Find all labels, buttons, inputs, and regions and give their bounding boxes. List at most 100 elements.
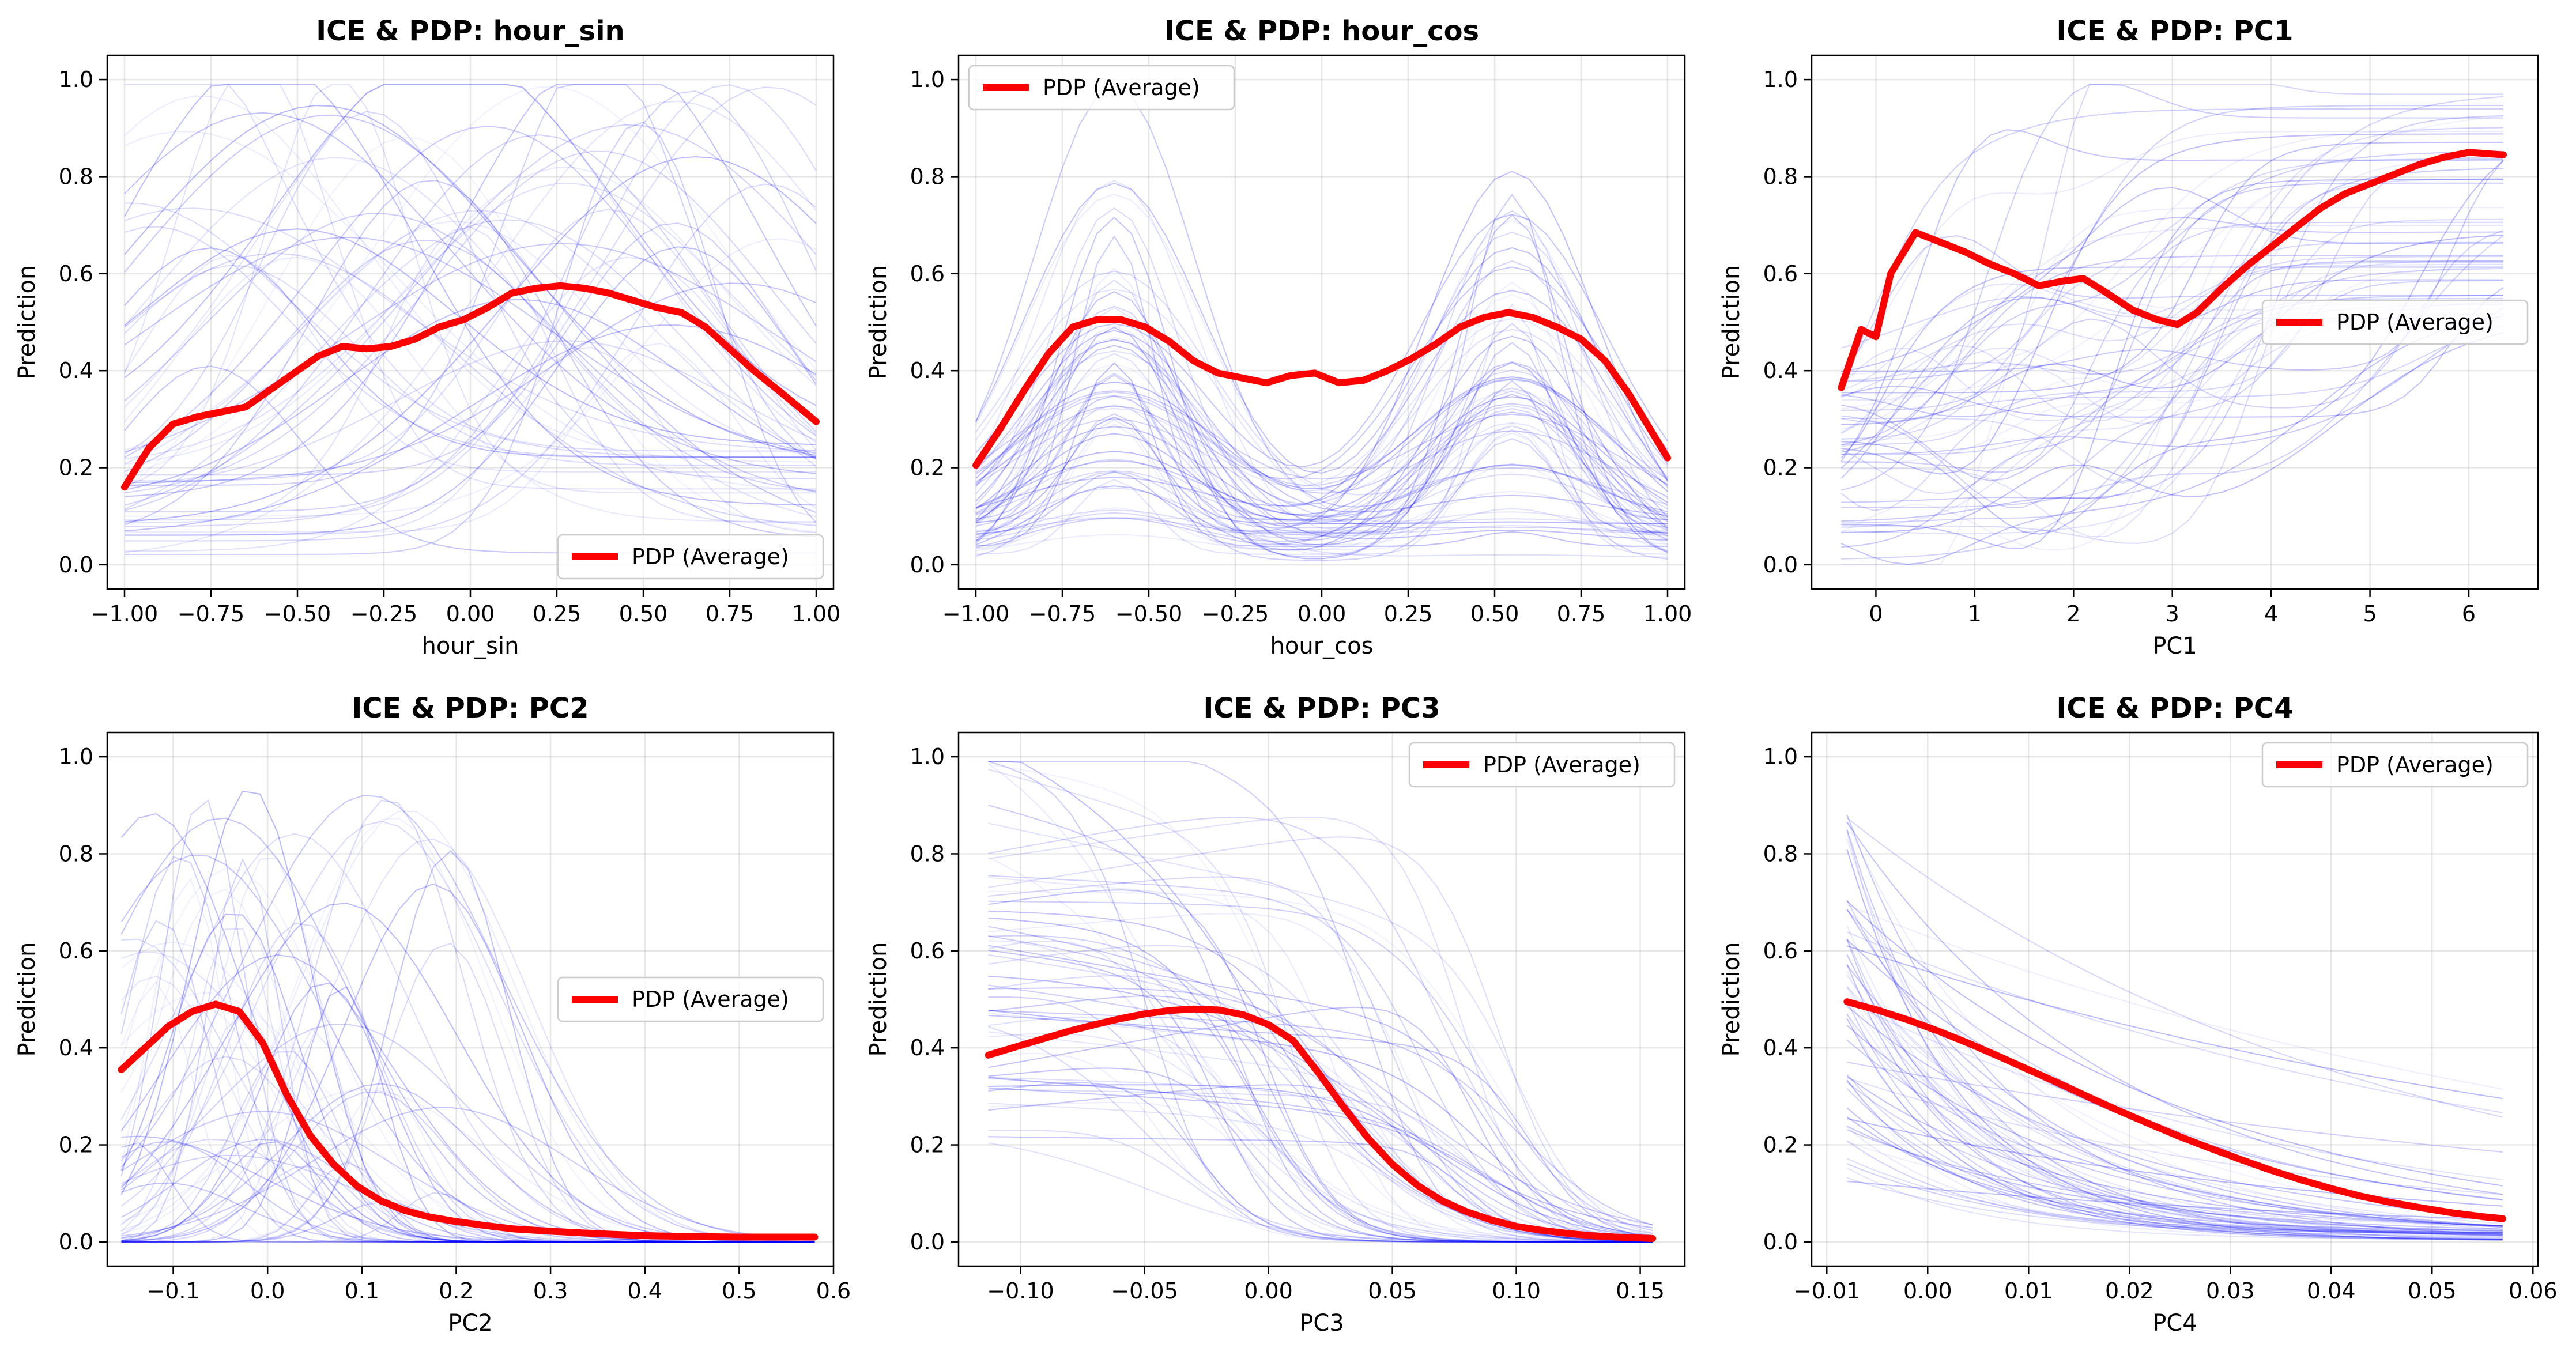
ice-line <box>1841 255 2503 453</box>
ice-line <box>125 183 817 542</box>
ice-line <box>1846 849 2503 1241</box>
ice-line <box>1846 1129 2503 1226</box>
chart-panel-4: −0.1 0.0 0.1 0.2 0.3 0.4 0.5 0.6 0.0 0.2 0.4 0.6 0.8… <box>14 692 851 1336</box>
ice-line <box>124 131 817 492</box>
ice-line <box>988 940 1653 1243</box>
ice-line <box>975 214 1668 558</box>
chart-title: ICE & PDP: hour_cos <box>1164 15 1479 47</box>
y-tick-label: 0.0 <box>910 552 945 577</box>
y-tick-label: 0.0 <box>1763 552 1798 577</box>
ice-line <box>975 429 1668 520</box>
ice-line <box>988 876 1653 1243</box>
ice-line <box>1841 127 2504 375</box>
pdp-line <box>1843 998 2506 1222</box>
ice-line <box>975 422 1668 550</box>
y-axis-label: Prediction <box>865 265 892 380</box>
ice-line <box>1841 179 2503 549</box>
ice-line <box>988 995 1653 1243</box>
ice-line <box>975 407 1668 546</box>
ice-line <box>975 413 1668 561</box>
ice-line <box>975 490 1668 552</box>
ice-line <box>124 252 817 526</box>
x-tick-label: 5 <box>2363 601 2377 626</box>
pdp-line <box>972 309 1671 469</box>
ice-line <box>975 207 1668 518</box>
ice-line <box>975 376 1668 492</box>
ice-line <box>124 219 817 510</box>
ice-line <box>121 849 815 1243</box>
ice-lines <box>975 85 1668 561</box>
ice-line <box>121 1192 815 1243</box>
ice-line <box>975 231 1668 535</box>
ice-line <box>124 156 817 523</box>
ice-line <box>1847 1180 2503 1220</box>
ice-line <box>1846 1074 2503 1233</box>
ice-line <box>975 405 1668 521</box>
y-tick-label: 0.2 <box>910 455 945 481</box>
ice-line <box>1846 975 2503 1234</box>
grid <box>107 733 835 1266</box>
y-tick-label: 0.6 <box>910 938 945 964</box>
ice-line <box>124 100 817 553</box>
ice-line <box>120 858 815 1243</box>
ice-line <box>988 1101 1653 1243</box>
ice-line <box>1846 1116 2503 1232</box>
ice-line <box>1841 182 2503 548</box>
y-tick-label: 1.0 <box>59 67 93 92</box>
ice-line <box>124 183 817 460</box>
ice-line <box>121 942 815 1243</box>
ice-line <box>1846 1141 2503 1228</box>
ice-line <box>124 202 816 458</box>
ice-line <box>120 854 815 1243</box>
ice-line <box>120 877 815 1243</box>
ice-line <box>988 910 1653 1242</box>
ice-line <box>1840 108 2503 388</box>
ice-line <box>120 1111 815 1243</box>
legend: PDP (Average) <box>1408 742 1676 788</box>
ice-line <box>1841 262 2503 398</box>
y-axis-label: Prediction <box>14 942 40 1057</box>
ice-line <box>1840 315 2504 565</box>
ice-line <box>988 1052 1653 1243</box>
ice-line <box>124 226 817 524</box>
ice-line <box>1846 1127 2503 1234</box>
grid <box>1812 55 2538 589</box>
legend: PDP (Average) <box>968 65 1235 111</box>
ice-line <box>1840 263 2504 435</box>
ice-line <box>121 858 815 1243</box>
pdp-line <box>121 282 820 491</box>
x-axis: −1.00 −0.75 −0.50 −0.25 0.00 0.25 0.50 0.75 1.00 <box>942 589 1692 626</box>
x-tick-label: 0.5 <box>722 1278 756 1304</box>
ice-line <box>124 112 817 474</box>
legend: PDP (Average) <box>2261 742 2529 788</box>
ice-line <box>1840 235 2503 379</box>
ice-line <box>975 342 1668 520</box>
ice-line <box>975 294 1668 534</box>
x-axis: −1.00 −0.75 −0.50 −0.25 0.00 0.25 0.50 0.75 1.00 <box>91 589 840 626</box>
ice-line <box>121 1161 815 1243</box>
ice-line <box>124 95 817 463</box>
x-tick-label: 1 <box>1968 601 1982 626</box>
ice-line <box>124 240 817 492</box>
x-tick-label: 0.05 <box>2408 1278 2457 1304</box>
y-tick-label: 0.4 <box>910 1035 945 1060</box>
ice-line <box>988 877 1653 1243</box>
ice-line <box>124 157 817 518</box>
ice-line <box>988 1017 1653 1243</box>
ice-line <box>1846 971 2503 1236</box>
ice-line <box>975 270 1668 505</box>
x-tick-label: 4 <box>2264 601 2278 626</box>
ice-line <box>120 856 815 1243</box>
x-tick-label: 0.00 <box>446 601 495 626</box>
ice-line <box>1846 1075 2503 1226</box>
y-tick-label: 0.4 <box>1763 1035 1798 1060</box>
ice-line <box>975 171 1668 527</box>
ice-line <box>988 1088 1653 1242</box>
ice-line <box>975 369 1668 521</box>
ice-line <box>1846 1000 2503 1240</box>
x-tick-label: 0.25 <box>533 601 582 626</box>
y-tick-label: 0.4 <box>59 1035 93 1060</box>
ice-line <box>975 339 1668 523</box>
ice-line <box>988 1077 1653 1243</box>
ice-line <box>988 836 1653 1236</box>
